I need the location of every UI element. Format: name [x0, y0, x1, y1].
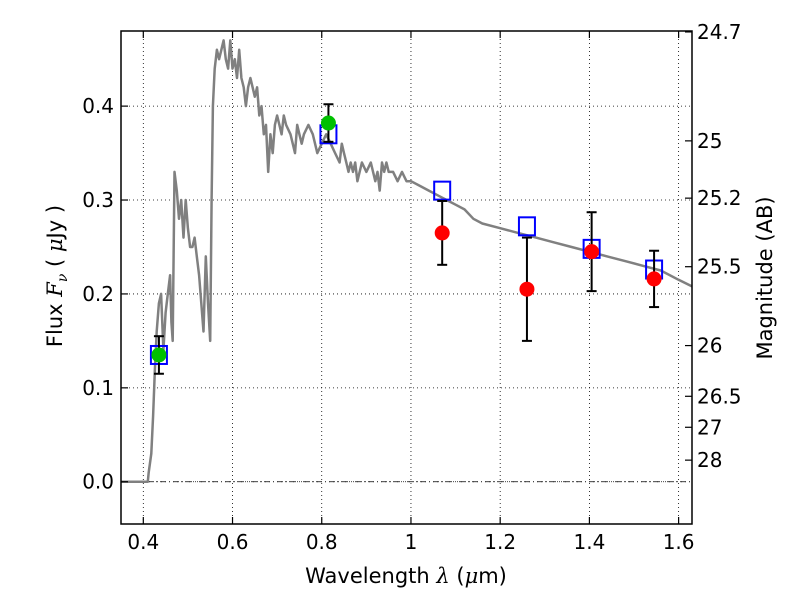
- right-tick-label: 26: [697, 334, 722, 358]
- axes: 0.4 0.6 0.8 1 1.2 1.4 1.6 0.0 0.1 0.2 0.3 0.4 24.7 25…: [82, 20, 741, 554]
- axis-labels: Wavelength λ (μm) Flux Fν ( μJy ) Magnit…: [43, 196, 777, 588]
- x-tick-label: 1: [405, 530, 418, 554]
- model-photometry-square: [517, 216, 536, 237]
- plot-area: [121, 39, 693, 483]
- y-tick-label: 0.2: [82, 282, 114, 306]
- y-tick-label: 0.4: [82, 94, 114, 118]
- right-tick-label: 25: [697, 129, 722, 153]
- x-tick-label: 0.6: [217, 530, 249, 554]
- x-tick-label: 1.4: [573, 530, 605, 554]
- model-photometry-square: [433, 180, 452, 201]
- right-tick-label: 24.7: [697, 20, 742, 44]
- x-tick-label: 0.8: [306, 530, 338, 554]
- measurement-point: [646, 271, 662, 287]
- x-tick-label: 1.6: [663, 530, 695, 554]
- x-tick-label: 1.2: [484, 530, 516, 554]
- right-tick-label: 27: [697, 415, 722, 439]
- y-tick-label: 0.1: [82, 376, 114, 400]
- right-tick-label: 25.2: [697, 186, 742, 210]
- axes-frame: [120, 30, 693, 525]
- y-tick-label: 0.3: [82, 188, 114, 212]
- right-tick-label: 28: [697, 448, 722, 472]
- x-tick-label: 0.4: [127, 530, 159, 554]
- measurement-point: [584, 244, 600, 260]
- detection-point: [151, 347, 167, 363]
- detection-point: [320, 115, 336, 131]
- right-tick-label: 25.5: [697, 255, 742, 279]
- model-sed-line: [121, 39, 693, 483]
- right-axis-label: Magnitude (AB): [753, 196, 777, 359]
- measurement-point: [519, 281, 535, 297]
- x-axis-label: Wavelength λ (μm): [305, 564, 507, 588]
- right-tick-label: 26.5: [697, 384, 742, 408]
- measurement-point: [434, 225, 450, 241]
- y-axis-label: Flux Fν ( μJy ): [43, 205, 71, 347]
- y-tick-label: 0.0: [82, 470, 114, 494]
